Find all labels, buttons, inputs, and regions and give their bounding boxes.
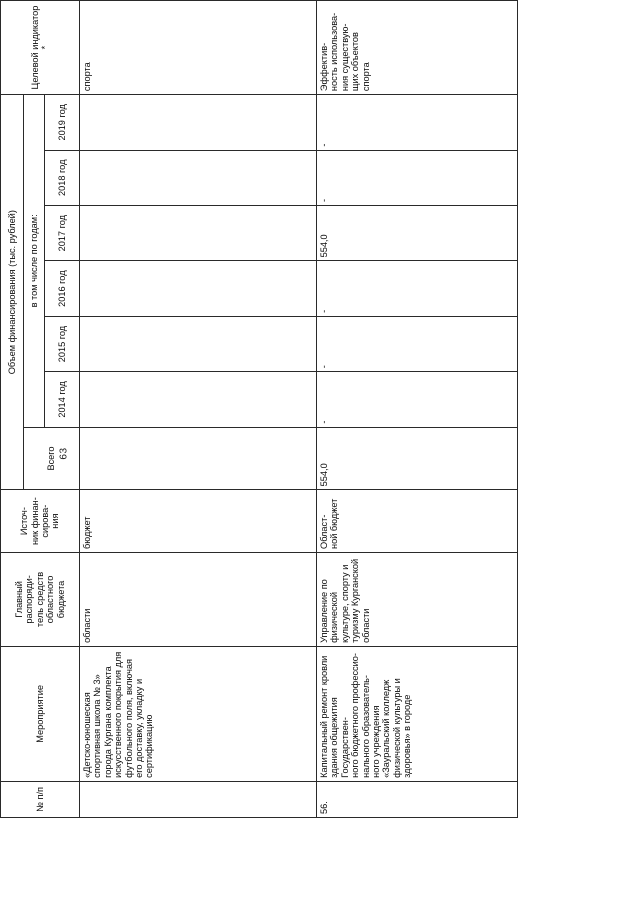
col-header-main-manager: Главный распоряди- тель средств областно… — [0, 552, 80, 647]
cell-year-2016 — [79, 260, 317, 317]
cell-year-2015 — [79, 316, 317, 372]
cell-year-2019 — [79, 94, 317, 151]
col-header-event: Мероприятие — [0, 646, 80, 782]
cell-source: бюджет — [79, 489, 317, 553]
col-header-year-2017: 2017 год — [44, 205, 80, 261]
col-header-year-2019: 2019 год — [44, 94, 80, 151]
cell-source: Област- ной бюджет — [316, 489, 518, 553]
col-header-source: Источ- ник финан- сирова- ния — [0, 489, 80, 553]
cell-total: 554,0 — [316, 427, 518, 490]
cell-total — [79, 427, 317, 490]
table-body: «Детско-юношеская спортивная школа № 3» … — [79, 0, 518, 818]
cell-no: 56. — [316, 781, 518, 818]
program-measures-table: № п/п Мероприятие Главный распоряди- тел… — [0, 0, 518, 818]
col-header-no: № п/п — [0, 781, 80, 818]
col-header-by-years: в том числе по годам: — [23, 94, 45, 428]
cell-year-2015: - — [316, 316, 518, 372]
col-header-funding-group: Объем финансирования (тыс. рублей) — [0, 94, 24, 490]
cell-indicator: спорта — [79, 0, 317, 95]
cell-year-2018: - — [316, 150, 518, 206]
cell-year-2017: 554,0 — [316, 205, 518, 261]
cell-event: «Детско-юношеская спортивная школа № 3» … — [79, 646, 317, 782]
col-header-year-2015: 2015 год — [44, 316, 80, 372]
cell-indicator: Эффектив- ность использова- ния существу… — [316, 0, 518, 95]
cell-year-2016: - — [316, 260, 518, 317]
cell-event: Капитальный ремонт кровли здания общежит… — [316, 646, 518, 782]
rotated-table-container: № п/п Мероприятие Главный распоряди- тел… — [0, 0, 518, 818]
col-header-indicator: Целевой индикатор * — [0, 0, 80, 95]
cell-main-manager: Управление по физической культуре, спорт… — [316, 552, 518, 647]
table-header: № п/п Мероприятие Главный распоряди- тел… — [0, 0, 80, 818]
col-header-year-2018: 2018 год — [44, 150, 80, 206]
cell-year-2014: - — [316, 371, 518, 428]
cell-no — [79, 781, 317, 818]
cell-year-2014 — [79, 371, 317, 428]
cell-year-2019: - — [316, 94, 518, 151]
col-header-year-2014: 2014 год — [44, 371, 80, 428]
table-row: 56. Капитальный ремонт кровли здания общ… — [316, 0, 518, 818]
table-row: «Детско-юношеская спортивная школа № 3» … — [79, 0, 317, 818]
col-header-year-2016: 2016 год — [44, 260, 80, 317]
cell-year-2017 — [79, 205, 317, 261]
cell-main-manager: области — [79, 552, 317, 647]
cell-year-2018 — [79, 150, 317, 206]
col-header-total: Всего — [23, 427, 80, 490]
